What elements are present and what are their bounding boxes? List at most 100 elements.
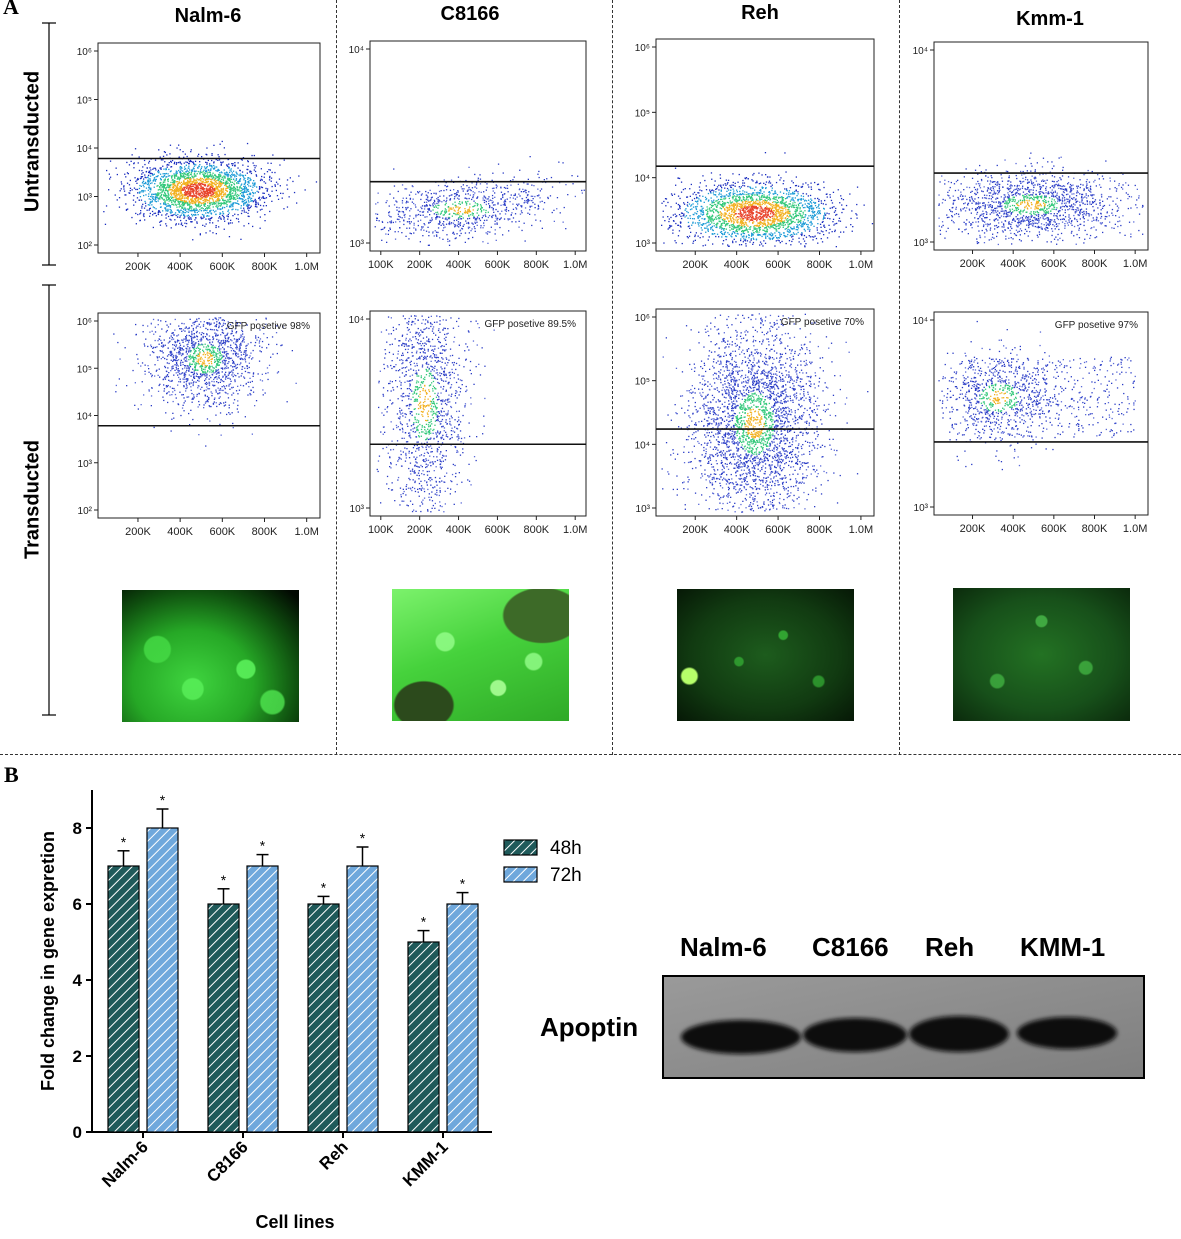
x-tick-label: 800K <box>807 524 833 536</box>
plot-frame <box>97 312 321 519</box>
legend-swatch-72h <box>503 866 538 883</box>
blot-lane-label-kmm1: KMM-1 <box>1020 932 1106 962</box>
blot-protein-label: Apoptin <box>540 1012 639 1042</box>
x-tick-label: 800K <box>1082 523 1108 535</box>
bar-72h-Reh <box>346 865 379 1133</box>
significance-marker: * <box>321 879 327 895</box>
microscopy-image-kmm1 <box>953 588 1130 721</box>
x-tick-label: 1.0M <box>294 261 318 273</box>
x-tick-label: 400K <box>724 259 750 271</box>
y-tick-label: 10³ <box>914 503 929 514</box>
legend-swatch-48h <box>503 839 538 856</box>
flow-plot-reh-transducted: 10³ 10⁴ 10⁵ 10⁶ 200K 400K 600K 800K 1.0M GFP pose… <box>635 308 875 536</box>
blot-lane-label-c8166: C8166 <box>812 932 889 962</box>
panel-a-label: A <box>3 0 19 19</box>
x-tick-label: 200K <box>125 526 151 538</box>
y-tick-label: 10³ <box>78 459 93 470</box>
x-tick-label: 100K <box>368 524 394 536</box>
column-title-kmm1: Kmm-1 <box>1016 8 1084 30</box>
y-tick-label: 10⁴ <box>635 440 650 451</box>
x-tick-label: 600K <box>1041 523 1067 535</box>
legend-label-72h: 72h <box>550 865 582 886</box>
bar-48h-Nalm-6 <box>107 865 140 1133</box>
significance-marker: * <box>460 876 466 892</box>
blot-band-reh <box>909 1016 1009 1052</box>
x-tick-label: 600K <box>1041 258 1067 270</box>
bar-48h-KMM-1 <box>407 941 440 1133</box>
blot-lane-label-nalm6: Nalm-6 <box>680 932 767 962</box>
column-title-c8166: C8166 <box>440 3 500 25</box>
y-tick-label: 10³ <box>636 239 651 250</box>
y-tick-label: 10³ <box>350 504 365 515</box>
y-tick-label: 10⁵ <box>77 364 92 375</box>
scatter-points <box>103 140 318 241</box>
y-tick-label: 10⁶ <box>77 47 92 58</box>
x-axis-title: Cell lines <box>255 1212 334 1232</box>
y-tick-label: 10⁴ <box>77 412 92 423</box>
blot-band-c8166 <box>803 1018 907 1052</box>
bar-72h-KMM-1 <box>446 903 479 1133</box>
significance-marker: * <box>221 872 227 888</box>
y-tick-label: 10⁴ <box>349 45 364 56</box>
x-tick-label: 800K <box>523 524 549 536</box>
separator-1 <box>336 0 337 755</box>
x-tick-label: 600K <box>485 259 511 271</box>
x-tick-label: 600K <box>209 526 235 538</box>
y-axis-title: Fold change in gene expretion <box>38 831 58 1091</box>
row-brackets <box>42 22 56 716</box>
x-tick-label: 1.0M <box>294 526 318 538</box>
gate-percentage-label: GFP posetive 89.5% <box>484 319 576 330</box>
bar-48h-Reh <box>307 903 340 1133</box>
panel-b-label: B <box>4 762 19 787</box>
y-tick-label: 10³ <box>636 504 651 515</box>
x-tick-label: Reh <box>316 1137 352 1173</box>
legend-label-48h: 48h <box>550 838 582 859</box>
y-tick-label: 6 <box>73 895 82 914</box>
y-tick-label: 10⁵ <box>635 108 650 119</box>
y-tick-label: 10⁴ <box>77 144 92 155</box>
y-tick-label: 10⁵ <box>77 96 92 107</box>
scatter-points <box>661 152 874 248</box>
x-tick-label: 600K <box>485 524 511 536</box>
x-tick-label: 800K <box>252 526 278 538</box>
flow-plot-nalm6-transducted: 10² 10³ 10⁴ 10⁵ 10⁶ 200K 400K 600K 800K 1.0M GFP p… <box>77 312 321 538</box>
significance-marker: * <box>160 792 166 808</box>
gate-percentage-label: GFP posetive 97% <box>1055 320 1138 331</box>
y-tick-label: 10³ <box>350 239 365 250</box>
flow-plot-kmm1-transducted: 10³ 10⁴ 200K 400K 600K 800K 1.0M GFP posetive 9… <box>913 311 1149 535</box>
x-tick-label: 200K <box>682 259 708 271</box>
separator-2 <box>612 0 613 755</box>
separator-3 <box>899 0 900 755</box>
bar-chart: 0 2 4 6 8 * * Nalm-6 * * C8166 * * Reh * * KMM-1 Cell lin… <box>38 790 582 1232</box>
plot-frame <box>933 41 1149 251</box>
y-tick-label: 10² <box>78 506 93 517</box>
flow-plot-c8166-untransducted: 10³ 10⁴ 100K 200K 400K 600K 800K 1.0M <box>349 40 587 271</box>
x-tick-label: 400K <box>1000 258 1026 270</box>
x-tick-label: 1.0M <box>563 524 587 536</box>
y-tick-label: 10⁴ <box>913 46 928 57</box>
microscopy-image-reh <box>677 589 854 721</box>
bar-72h-C8166 <box>246 865 279 1133</box>
x-tick-label: 100K <box>368 259 394 271</box>
scatter-points <box>113 317 297 447</box>
x-tick-label: 200K <box>407 259 433 271</box>
bar-48h-C8166 <box>207 903 240 1133</box>
row-label-transducted: Transducted <box>21 440 44 559</box>
x-tick-label: Nalm-6 <box>98 1137 152 1191</box>
y-tick-label: 10³ <box>914 238 929 249</box>
x-tick-label: 1.0M <box>563 259 587 271</box>
x-tick-label: 400K <box>446 524 472 536</box>
flow-plot-kmm1-untransducted: 10³ 10⁴ 200K 400K 600K 800K 1.0M <box>913 41 1149 270</box>
microscopy-image-c8166 <box>392 589 569 721</box>
y-tick-label: 8 <box>73 819 82 838</box>
gate-percentage-label: GFP posetive 98% <box>227 321 310 332</box>
y-tick-label: 10⁶ <box>635 43 650 54</box>
y-tick-label: 10⁴ <box>349 315 364 326</box>
scatter-points <box>661 313 869 513</box>
x-tick-label: 400K <box>167 526 193 538</box>
y-tick-label: 10⁵ <box>635 377 650 388</box>
x-tick-label: 800K <box>252 261 278 273</box>
x-tick-label: 800K <box>807 259 833 271</box>
scatter-points <box>376 315 495 513</box>
x-tick-label: 400K <box>446 259 472 271</box>
